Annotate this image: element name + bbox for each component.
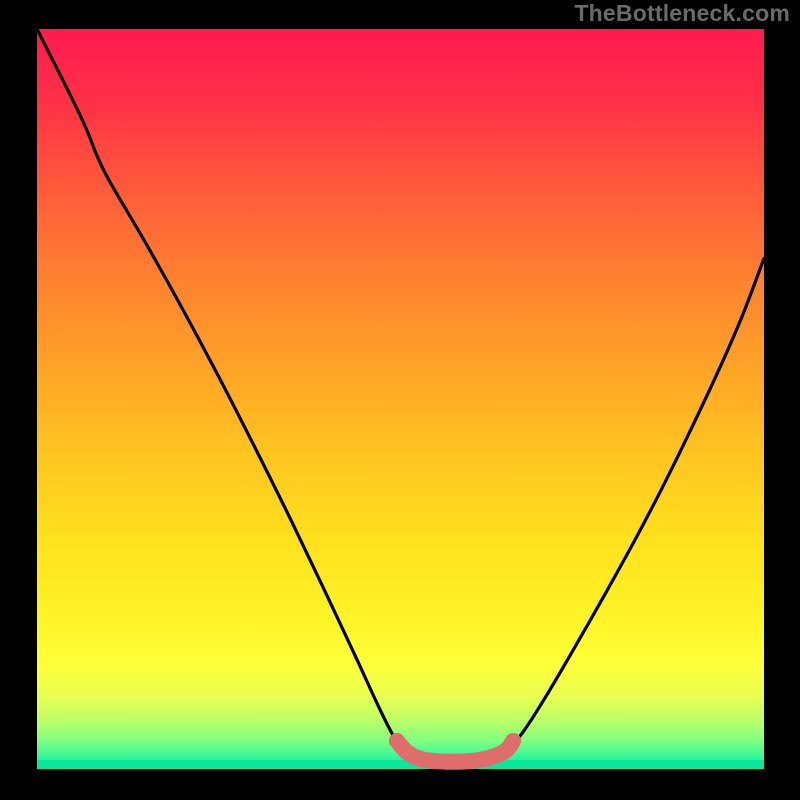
line-chart <box>0 0 800 800</box>
baseline-band <box>37 760 764 769</box>
watermark-text: TheBottleneck.com <box>574 0 790 27</box>
bottleneck-curve <box>37 29 764 762</box>
chart-canvas: TheBottleneck.com <box>0 0 800 800</box>
optimal-range-highlight <box>397 741 513 762</box>
